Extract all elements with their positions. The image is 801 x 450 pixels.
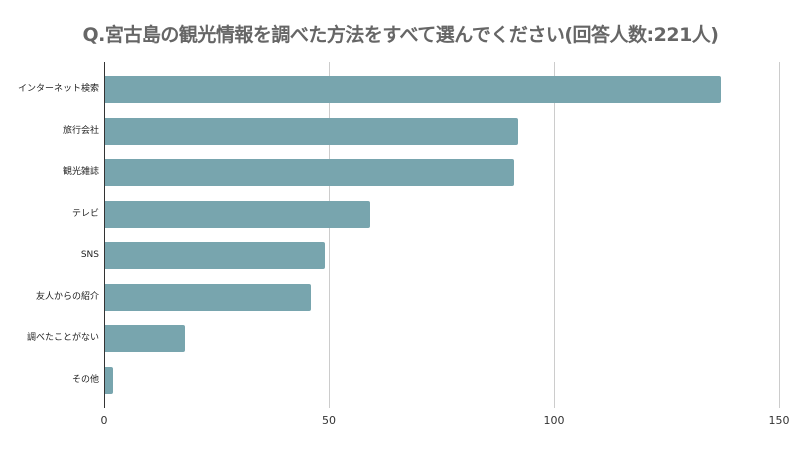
category-label: 友人からの紹介 [35, 292, 99, 302]
bar [104, 367, 113, 394]
x-tick-0: 0 [100, 414, 108, 427]
bar [104, 76, 721, 103]
category-label: 調べたことがない [26, 333, 99, 343]
y-axis-line [104, 62, 105, 408]
category-label: テレビ [71, 209, 99, 219]
bar [104, 118, 518, 145]
gridline-100 [554, 62, 555, 408]
bar [104, 159, 514, 186]
gridline-150 [779, 62, 780, 408]
category-label: その他 [71, 375, 99, 385]
bar [104, 325, 185, 352]
category-label: 観光雑誌 [62, 167, 99, 177]
x-tick-100: 100 [543, 414, 565, 427]
bar [104, 201, 370, 228]
chart-title: Q.宮古島の観光情報を調べた方法をすべて選んでください(回答人数:221人) [82, 24, 719, 46]
x-tick-150: 150 [768, 414, 790, 427]
x-tick-50: 50 [322, 414, 336, 427]
category-label: インターネット検索 [17, 84, 99, 94]
category-label: SNS [80, 250, 99, 260]
category-label: 旅行会社 [62, 126, 99, 136]
gridline-50 [329, 62, 330, 408]
bar [104, 242, 325, 269]
bar [104, 284, 311, 311]
